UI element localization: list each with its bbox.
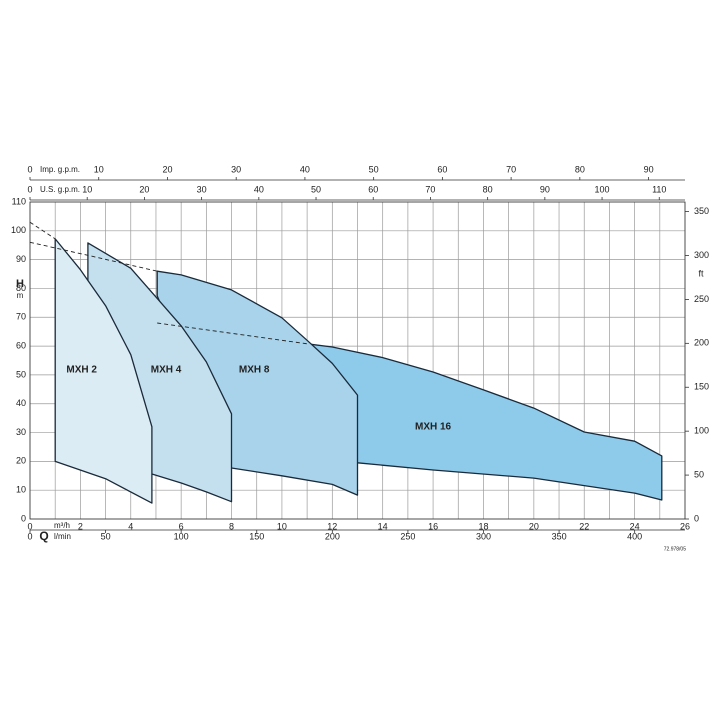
curves [29,221,663,504]
axis-tick-label: 20 [162,164,172,174]
y-tick-label: 50 [16,369,26,379]
x-tick-label: 26 [680,521,690,531]
axis-tick-label: 70 [425,184,435,194]
series-label: MXH 8 [239,365,270,376]
axis-tick-label: 10 [94,164,104,174]
axis-tick-label: 0 [27,531,32,541]
y-tick-label: 0 [21,513,26,523]
axis-name: U.S. g.p.m. [40,185,80,194]
axis-tick-label: 60 [368,184,378,194]
y-tick-label: 100 [11,225,26,235]
y2-tick-label: 0 [694,513,699,523]
x-tick-label: 8 [229,521,234,531]
axis-tick-label: 70 [506,164,516,174]
pump-area [54,238,153,504]
x-tick-label: 2 [78,521,83,531]
axis-tick-label: 90 [644,164,654,174]
y-tick-label: 70 [16,312,26,322]
x-tick-label: 14 [378,521,388,531]
dashed-extension [29,241,158,272]
axis-tick-label: 250 [400,531,415,541]
labels: 0 2 4 6 8 10 12 14 16 18 20 22 24 2601020304050607080… [11,164,709,541]
y-tick-label: 110 [12,196,26,206]
axis-tick-label: 80 [575,164,585,174]
x-tick-label: 16 [428,521,438,531]
axis-tick-label: 40 [254,184,264,194]
axis-tick-label: 50 [369,164,379,174]
dashed-extension [157,322,308,345]
axis-name: Imp. g.p.m. [40,165,80,174]
axis-tick-label: 100 [174,531,189,541]
axis-tick-label: 0 [27,164,32,174]
x-tick-label: 12 [327,521,337,531]
x-tick-label: 10 [277,521,287,531]
x-label: Q [39,529,48,543]
y-tick-label: 80 [16,283,26,293]
x-tick-label: 6 [179,521,184,531]
series-label: MXH 2 [66,365,97,376]
x-tick-label: 24 [630,521,640,531]
axis-tick-label: 80 [483,184,493,194]
y2-tick-label: 50 [694,469,704,479]
axis-tick-label: 150 [249,531,264,541]
x-tick-label: 22 [579,521,589,531]
plot-frame [29,201,686,520]
axis-tick-label: 100 [595,184,610,194]
axis-tick-label: 90 [540,184,550,194]
axis-tick-label: 20 [139,184,149,194]
code: 72.978/05 [664,546,686,552]
y2-tick-label: 100 [694,426,709,436]
y2-tick-label: 150 [694,382,709,392]
y2-tick-label: 300 [694,250,709,260]
axis-tick-label: 30 [197,184,207,194]
axis-tick-label: 10 [82,184,92,194]
y2-tick-label: 200 [694,338,709,348]
axis-tick-label: 30 [231,164,241,174]
y-tick-label: 60 [16,340,26,350]
axis-tick-label: 300 [476,531,491,541]
x-tick-label: 18 [478,521,488,531]
y2-tick-label: 350 [694,206,709,216]
x-tick-label: 4 [128,521,133,531]
y-tick-label: 40 [16,398,26,408]
y-unit: m [17,291,24,300]
y-tick-label: 90 [16,254,26,264]
y-label: H [16,278,24,290]
axis-tick-label: 400 [627,531,642,541]
x-unit: m³/h [54,521,70,530]
dashed-extension [29,221,56,240]
axis-tick-label: 350 [552,531,567,541]
x-tick-label: 0 [27,521,32,531]
axis-tick-label: 50 [101,531,111,541]
axis-tick-label: 200 [325,531,340,541]
pump-area [306,342,663,501]
axis-tick-label: 110 [652,184,666,194]
y-tick-label: 10 [16,485,26,495]
y-tick-label: 30 [16,427,26,437]
x-tick-label: 20 [529,521,539,531]
series-label: MXH 4 [151,365,182,376]
axis-tick-label: 40 [300,164,310,174]
y2-unit: ft [698,268,704,278]
axis-tick-label: 60 [437,164,447,174]
y-tick-label: 20 [16,456,26,466]
series-label: MXH 16 [415,421,452,432]
axis-name: l/min [54,532,71,541]
axis-tick-label: 50 [311,184,321,194]
y2-tick-label: 250 [694,294,709,304]
axis-tick-label: 0 [27,184,32,194]
